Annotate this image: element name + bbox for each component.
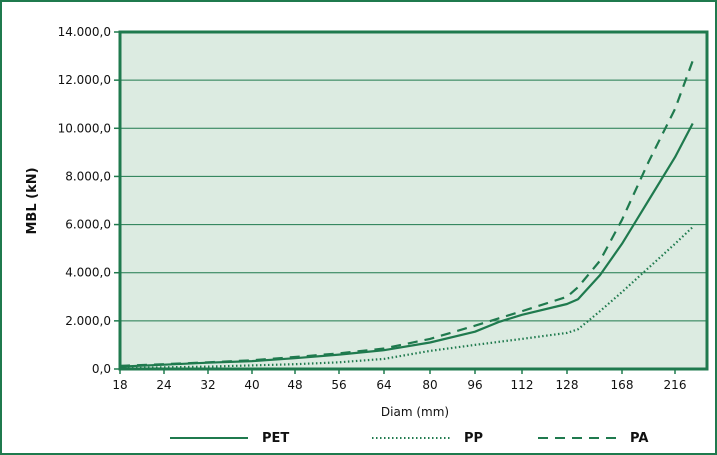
series-line-pp	[119, 226, 694, 370]
legend-label-pa: PA	[630, 430, 649, 446]
y-tick-label: 10.000,0	[58, 121, 111, 135]
x-tick-label: 56	[331, 378, 346, 392]
y-axis-ticks: 0,0 2.000,0 4.000,0 6.000,0 8.000,0 10.000,0 1…	[58, 25, 120, 376]
legend-label-pp: PP	[464, 430, 484, 446]
x-tick-label: 64	[376, 378, 391, 392]
x-tick-label: 48	[287, 378, 302, 392]
legend-swatch-pa	[538, 437, 616, 439]
y-tick-label: 8.000,0	[65, 169, 111, 183]
x-tick-label: 18	[112, 378, 127, 392]
legend: PET PP PA	[2, 426, 715, 450]
legend-item-pp: PP	[372, 426, 483, 450]
chart-canvas: 0,0 2.000,0 4.000,0 6.000,0 8.000,0 10.000,0 1…	[25, 25, 709, 419]
legend-swatch-pp	[372, 437, 450, 439]
legend-item-pet: PET	[170, 426, 289, 450]
y-tick-label: 14.000,0	[58, 25, 111, 39]
x-tick-label: 32	[200, 378, 215, 392]
legend-label-pet: PET	[262, 430, 290, 446]
x-tick-label: 40	[244, 378, 259, 392]
x-tick-label: 24	[156, 378, 171, 392]
x-tick-label: 96	[467, 378, 482, 392]
x-tick-label: 128	[556, 378, 579, 392]
y-axis-label: MBL (kN)	[25, 167, 40, 234]
grid-lines	[120, 79, 707, 322]
series-line-pa	[119, 60, 694, 367]
y-tick-label: 4.000,0	[65, 266, 111, 280]
y-tick-label: 2.000,0	[65, 314, 111, 328]
legend-item-pa: PA	[538, 426, 648, 450]
y-tick-label: 6.000,0	[65, 218, 111, 232]
x-tick-label: 168	[611, 378, 634, 392]
y-tick-label: 12.000,0	[58, 73, 111, 87]
x-axis-ticks: 18 24 32 40 48 56 64 80 96 112 128 168 216	[112, 369, 686, 392]
x-tick-label: 80	[422, 378, 437, 392]
data-series	[119, 60, 694, 370]
x-tick-label: 112	[511, 378, 534, 392]
x-tick-label: 216	[664, 378, 687, 392]
legend-swatch-pet	[170, 437, 248, 439]
x-axis-label: Diam (mm)	[381, 405, 449, 419]
plot-area	[118, 30, 709, 371]
y-tick-label: 0,0	[92, 362, 111, 376]
